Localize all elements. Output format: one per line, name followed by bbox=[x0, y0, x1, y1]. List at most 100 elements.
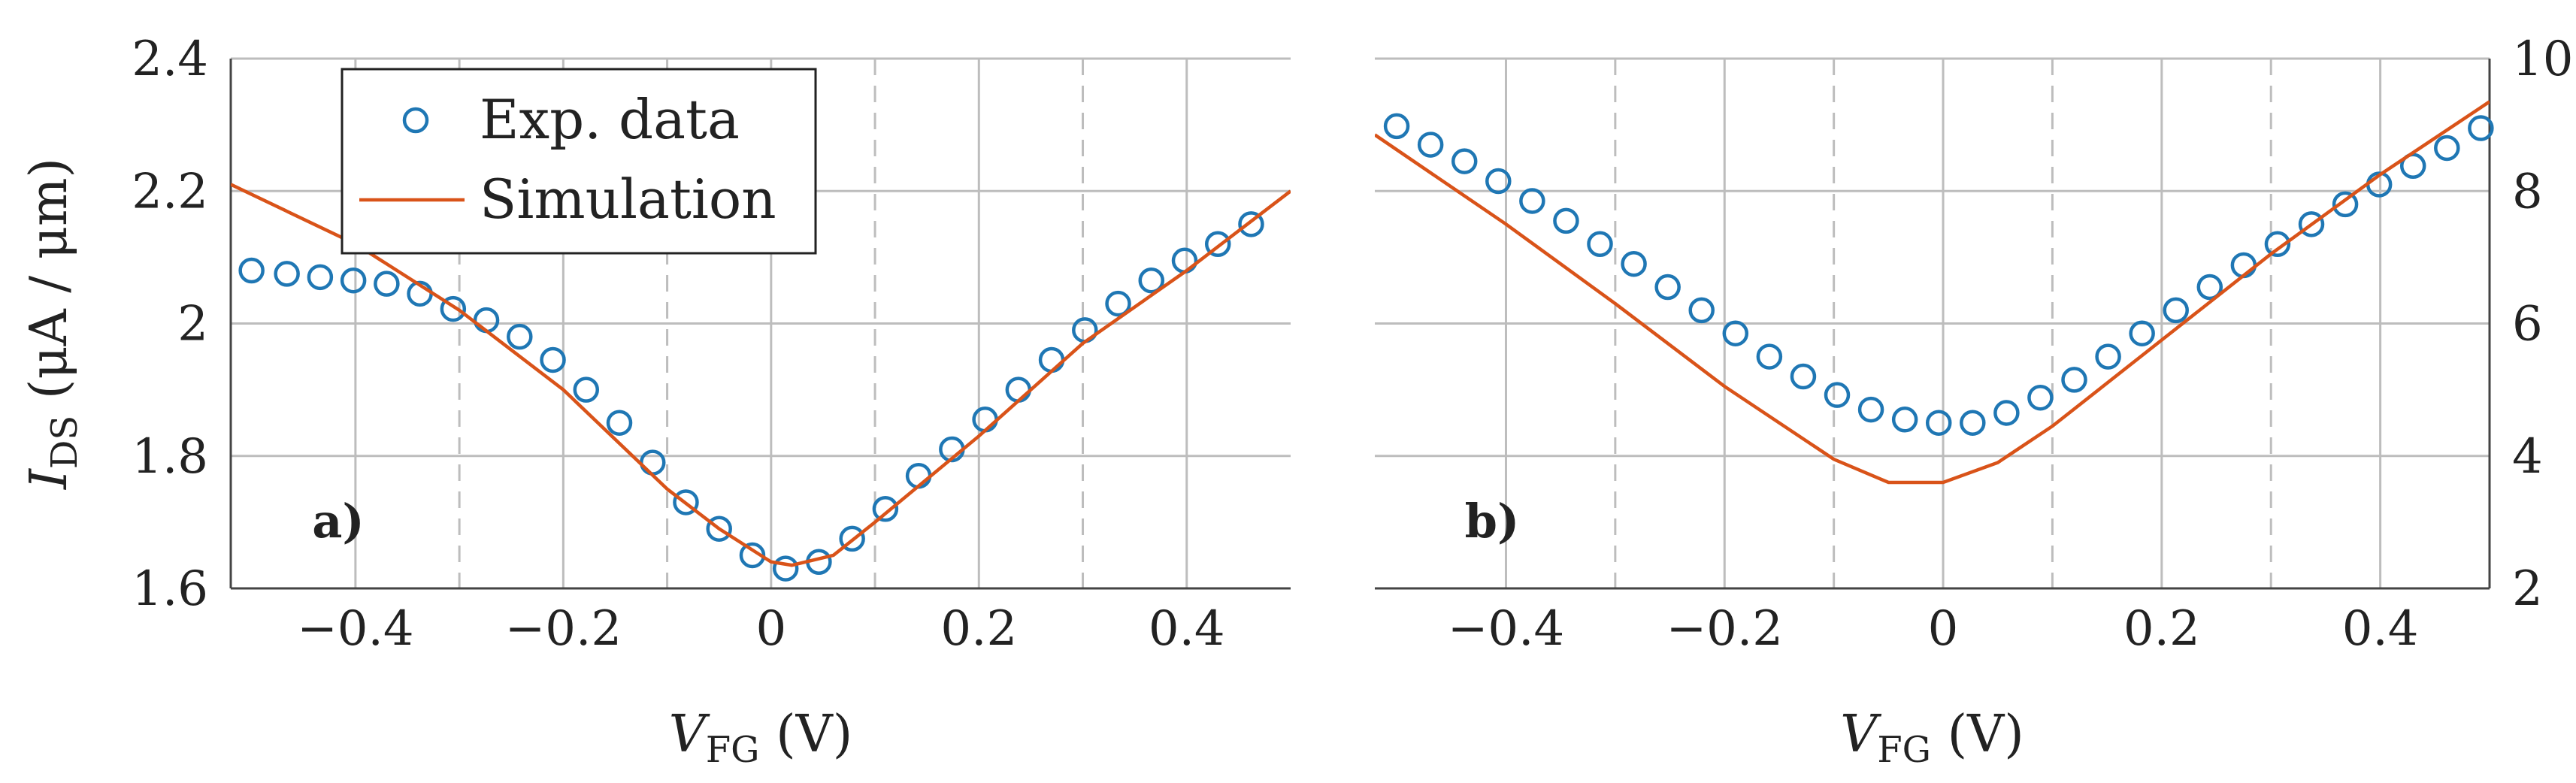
simulation-line bbox=[1375, 100, 2490, 485]
x-tick-label: 0.2 bbox=[940, 601, 1017, 657]
exp-data-point bbox=[1105, 290, 1131, 317]
exp-data-point bbox=[1688, 297, 1715, 324]
exp-data-point bbox=[1993, 400, 2020, 426]
exp-data-point bbox=[2298, 211, 2325, 237]
y-tick-label: 2.4 bbox=[132, 32, 208, 87]
exp-data-point bbox=[1171, 247, 1198, 274]
legend-box bbox=[341, 68, 817, 255]
x-tick-label: −0.4 bbox=[1448, 601, 1564, 657]
x-tick-label: −0.4 bbox=[297, 601, 413, 657]
legend-label-exp: Exp. data bbox=[480, 88, 740, 151]
exp-data-point bbox=[1238, 211, 1264, 237]
panel-label: b) bbox=[1465, 494, 1520, 549]
x-tick-label: 0.4 bbox=[1149, 601, 1225, 657]
y-tick-label: 1.6 bbox=[132, 561, 208, 617]
exp-data-point bbox=[1790, 363, 1817, 390]
x-axis-label: VFG (V) bbox=[669, 705, 853, 771]
y-tick-label: 2 bbox=[2512, 561, 2543, 617]
exp-data-point bbox=[606, 410, 633, 436]
y-axis-label-main: I bbox=[20, 468, 79, 491]
exp-data-point bbox=[639, 449, 666, 476]
exp-data-point bbox=[772, 555, 799, 582]
exp-data-point bbox=[507, 323, 533, 350]
x-tick-label: −0.2 bbox=[1666, 601, 1783, 657]
y-tick-label: 1.8 bbox=[132, 429, 208, 485]
exp-data-point bbox=[1722, 320, 1749, 346]
exp-data-point bbox=[2061, 367, 2087, 393]
exp-data-point bbox=[2332, 191, 2359, 218]
y-tick-label: 2.2 bbox=[132, 164, 208, 219]
legend-label-sim: Simulation bbox=[480, 168, 776, 231]
simulation-line bbox=[231, 183, 1291, 567]
exp-data-point bbox=[573, 376, 600, 403]
exp-data-point bbox=[274, 261, 300, 287]
exp-data-point bbox=[706, 515, 732, 542]
exp-data-point bbox=[1038, 346, 1065, 373]
exp-data-point bbox=[2163, 297, 2189, 324]
exp-data-point bbox=[1417, 132, 1444, 158]
exp-data-point bbox=[1891, 407, 1918, 433]
y-tick-label: 2 bbox=[177, 297, 208, 352]
x-axis-label-unit: (V) bbox=[1931, 705, 2024, 764]
y-axis-label-unit: (μA / μm) bbox=[20, 158, 79, 416]
exp-data-point bbox=[1485, 168, 1512, 195]
exp-data-point bbox=[839, 525, 865, 552]
panel-label: a) bbox=[312, 494, 365, 549]
x-axis-label-main: V bbox=[1840, 705, 1881, 764]
y-tick-label: 4 bbox=[2512, 429, 2543, 485]
y-axis-label: IDS (μA / μm) bbox=[20, 158, 86, 491]
exp-data-point bbox=[2264, 231, 2291, 257]
exp-data-point bbox=[2434, 135, 2460, 162]
exp-data-point bbox=[872, 496, 899, 522]
legend: Exp. data Simulation bbox=[341, 68, 817, 255]
exp-data-point bbox=[673, 489, 699, 515]
exp-data-point bbox=[1587, 231, 1613, 257]
exp-data-point bbox=[972, 407, 998, 433]
exp-data-point bbox=[307, 264, 334, 291]
panel-b: −0.4 −0.2 0 0.2 0.4 2 4 6 8 10 VFG (V) b) bbox=[1375, 32, 2573, 771]
y-axis-label-sub: DS bbox=[44, 416, 86, 469]
exp-data-point bbox=[1204, 231, 1231, 257]
exp-data-point bbox=[1519, 188, 1545, 214]
exp-data-point bbox=[2196, 274, 2223, 301]
exp-data-point bbox=[905, 462, 932, 489]
exp-data-point bbox=[1553, 207, 1579, 234]
exp-data-point bbox=[2129, 320, 2155, 346]
exp-data-point bbox=[374, 271, 400, 297]
x-tick-label: −0.2 bbox=[505, 601, 622, 657]
y-tick-label: 10 bbox=[2512, 32, 2573, 87]
x-tick-label: 0 bbox=[755, 601, 786, 657]
exp-data-point bbox=[1960, 410, 1986, 436]
exp-data-point bbox=[1383, 113, 1410, 140]
exp-data-point bbox=[2027, 384, 2054, 411]
exp-data-point bbox=[1857, 396, 1884, 423]
exp-data-point bbox=[1756, 343, 1783, 370]
exp-data-point bbox=[1925, 410, 1952, 436]
exp-data-point bbox=[2468, 115, 2494, 141]
exp-data-point bbox=[2230, 252, 2257, 279]
x-tick-label: 0.4 bbox=[2342, 601, 2419, 657]
exp-data-point bbox=[340, 267, 367, 294]
exp-data-point bbox=[1451, 148, 1478, 174]
x-axis-label-sub: FG bbox=[706, 729, 760, 771]
exp-data-point bbox=[1654, 274, 1681, 301]
exp-data-point bbox=[238, 257, 265, 284]
exp-data-point bbox=[473, 307, 500, 334]
x-tick-label: 0 bbox=[1928, 601, 1959, 657]
legend-marker-exp bbox=[402, 107, 429, 134]
exp-data-point bbox=[1005, 376, 1032, 403]
y-tick-label: 6 bbox=[2512, 297, 2543, 352]
exp-data-point bbox=[2095, 343, 2121, 370]
x-axis-label-main: V bbox=[669, 705, 710, 764]
exp-data-point bbox=[540, 346, 566, 373]
exp-data-point bbox=[1824, 382, 1851, 408]
exp-data-point bbox=[440, 295, 467, 322]
x-axis-label-unit: (V) bbox=[759, 705, 852, 764]
x-axis-label-sub: FG bbox=[1877, 729, 1931, 771]
x-tick-label: 0.2 bbox=[2123, 601, 2200, 657]
exp-data-point bbox=[1621, 250, 1647, 277]
y-tick-label: 8 bbox=[2512, 164, 2543, 219]
x-axis-label: VFG (V) bbox=[1840, 705, 2024, 771]
